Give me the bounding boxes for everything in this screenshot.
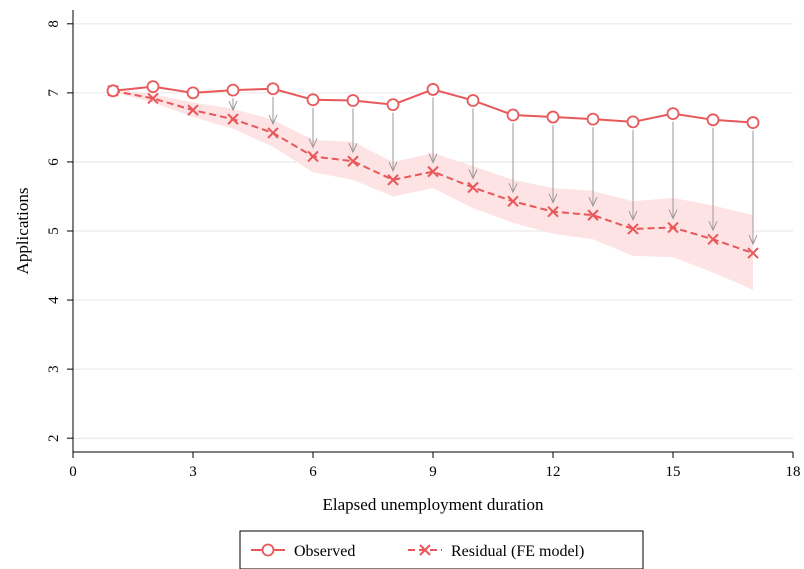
observed-point: [506, 108, 520, 122]
observed-point: [226, 83, 240, 97]
y-tick-label: 8: [46, 20, 62, 28]
y-tick-label: 7: [46, 89, 62, 97]
observed-point: [106, 84, 120, 98]
arrow-head: [668, 209, 678, 220]
x-stroke: [347, 155, 359, 167]
legend-box: [239, 530, 644, 569]
legend: Observed Residual (FE model): [239, 530, 644, 569]
x-stroke: [267, 127, 279, 139]
x-stroke: [307, 150, 319, 163]
residual-point: [707, 233, 719, 245]
y-tick-label: 5: [46, 227, 62, 235]
y-axis-title: Applications: [13, 188, 32, 275]
observed-point: [546, 110, 560, 124]
x-stroke: [187, 104, 199, 116]
residual-point: [747, 247, 759, 259]
observed-point: [266, 82, 280, 96]
legend-marker-residual: [419, 544, 431, 556]
arrow-head: [468, 169, 478, 180]
confidence-band-layer: [113, 89, 753, 290]
arrow-head: [748, 234, 758, 246]
x-axis-title: Elapsed unemployment duration: [323, 495, 544, 514]
residual-point: [347, 155, 359, 167]
observed-point: [626, 115, 640, 129]
observed-point: [586, 112, 600, 126]
arrow-head: [588, 196, 598, 208]
y-tick-label: 2: [46, 434, 62, 442]
x-stroke: [419, 544, 431, 556]
observed-point: [466, 94, 480, 107]
arrow-head: [508, 183, 518, 194]
x-tick-label: 18: [786, 464, 801, 480]
observed-point: [386, 98, 400, 112]
x-stroke: [387, 174, 399, 186]
observed-point: [146, 80, 160, 94]
legend-label-observed: Observed: [294, 543, 355, 560]
residual-point: [187, 104, 199, 116]
observed-point: [306, 93, 320, 107]
residual-point: [587, 209, 599, 221]
arrow-head: [228, 100, 238, 112]
x-stroke: [707, 233, 719, 245]
observed-point: [346, 94, 360, 107]
x-tick-label: 9: [429, 464, 437, 480]
x-tick-label: 6: [309, 464, 317, 480]
residual-point: [147, 92, 159, 105]
arrow-head: [548, 193, 558, 204]
arrow-head: [268, 114, 278, 126]
residual-point: [507, 195, 519, 208]
observed-point: [666, 107, 680, 120]
arrow-head: [428, 153, 438, 164]
x-stroke: [227, 113, 239, 125]
y-tick-label: 4: [46, 296, 62, 304]
x-stroke: [427, 165, 439, 178]
x-stroke: [467, 181, 479, 194]
legend-label-residual: Residual (FE model): [451, 543, 584, 560]
x-tick-label: 0: [69, 464, 77, 480]
x-stroke: [667, 221, 679, 234]
residual-point: [667, 221, 679, 234]
confidence-band: [113, 89, 753, 290]
arrow-head: [708, 221, 718, 232]
x-stroke: [507, 195, 519, 208]
residual-point: [467, 181, 479, 194]
observed-point: [426, 83, 440, 96]
arrow-head: [308, 138, 318, 149]
y-tick-label: 6: [46, 158, 62, 166]
x-stroke: [627, 223, 639, 235]
residual-point: [227, 113, 239, 125]
x-tick-label: 3: [189, 464, 197, 480]
observed-point: [186, 86, 200, 100]
axes: 2 3 4 5 6 7 8 0 3 6 9 12 15 18: [46, 10, 801, 480]
x-tick-label: 12: [546, 464, 561, 480]
arrow-head: [348, 143, 358, 154]
residual-point: [387, 174, 399, 186]
residual-point: [627, 223, 639, 235]
residual-point: [307, 150, 319, 163]
difference-arrows: [228, 96, 758, 246]
series-layer: [106, 80, 760, 259]
arrow-head: [628, 210, 638, 222]
observed-point: [746, 116, 760, 129]
x-stroke: [587, 209, 599, 221]
x-stroke: [747, 247, 759, 259]
residual-point: [267, 127, 279, 139]
observed-point: [706, 113, 720, 127]
residual-point: [547, 205, 559, 218]
x-tick-label: 15: [666, 464, 681, 480]
x-stroke: [147, 92, 159, 105]
arrow-head: [388, 161, 398, 173]
y-tick-label: 3: [46, 365, 62, 373]
legend-marker-observed: [261, 543, 275, 557]
x-stroke: [547, 205, 559, 218]
residual-point: [427, 165, 439, 178]
